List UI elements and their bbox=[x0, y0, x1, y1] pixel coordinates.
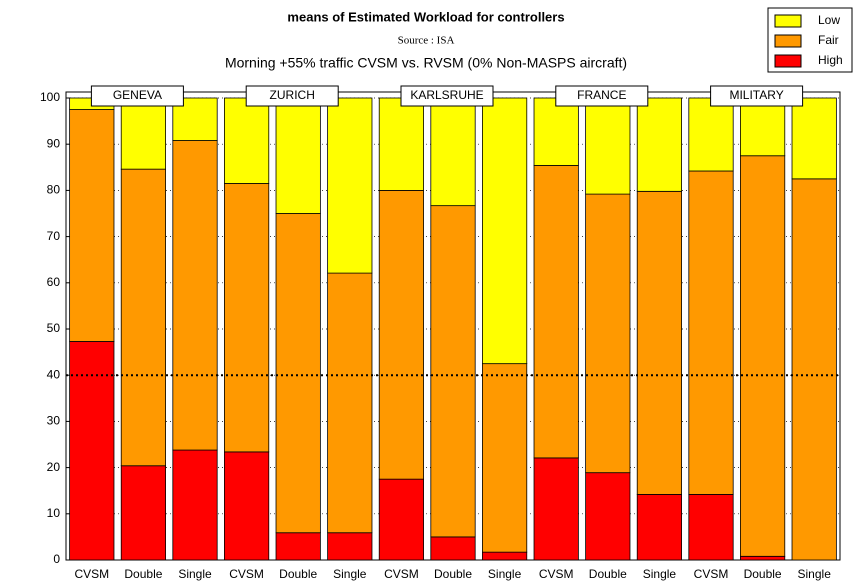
bar-segment bbox=[533, 97, 579, 166]
group-label: FRANCE bbox=[577, 88, 626, 102]
legend-swatch bbox=[774, 54, 802, 68]
legend-label: Fair bbox=[818, 33, 839, 47]
bar-segment bbox=[791, 178, 837, 561]
x-tick-label: Single bbox=[178, 567, 212, 581]
bar-segment bbox=[533, 165, 579, 459]
chart-title: means of Estimated Workload for controll… bbox=[287, 9, 564, 24]
y-tick-label: 30 bbox=[47, 414, 61, 428]
group-label-box bbox=[400, 85, 494, 107]
bar-segment bbox=[172, 449, 218, 561]
group-label-box bbox=[710, 85, 804, 107]
x-tick-label: Double bbox=[124, 567, 162, 581]
x-tick-label: Single bbox=[333, 567, 367, 581]
bar-segment bbox=[224, 97, 270, 184]
legend-label: High bbox=[818, 53, 843, 67]
subtitle: Source : ISA bbox=[398, 35, 455, 47]
x-tick-label: Single bbox=[643, 567, 677, 581]
bar-segment bbox=[688, 97, 734, 172]
bar-segment bbox=[482, 97, 528, 365]
description: Morning +55% traffic CVSM vs. RVSM (0% N… bbox=[225, 55, 627, 71]
legend-swatch bbox=[774, 34, 802, 48]
x-tick-label: Double bbox=[744, 567, 782, 581]
x-tick-label: Double bbox=[434, 567, 472, 581]
bar-segment bbox=[482, 551, 528, 561]
bar-segment bbox=[430, 536, 476, 561]
group-label: KARLSRUHE bbox=[410, 88, 483, 102]
x-tick-label: Double bbox=[589, 567, 627, 581]
bar-segment bbox=[275, 213, 321, 534]
bar-segment bbox=[636, 493, 682, 561]
bar-segment bbox=[740, 155, 786, 557]
bar-segment bbox=[327, 97, 373, 274]
x-tick-label: CVSM bbox=[694, 567, 729, 581]
bar-segment bbox=[378, 478, 424, 561]
y-tick-label: 0 bbox=[53, 552, 60, 566]
x-tick-label: Single bbox=[798, 567, 832, 581]
bar-segment bbox=[430, 97, 476, 207]
bar-segment bbox=[585, 97, 631, 195]
group-label-box bbox=[245, 85, 339, 107]
y-tick-label: 50 bbox=[47, 321, 61, 335]
bar-segment bbox=[585, 472, 631, 561]
bar-segment bbox=[378, 189, 424, 480]
bar-segment bbox=[688, 170, 734, 495]
bar-segment bbox=[275, 532, 321, 561]
x-tick-label: CVSM bbox=[384, 567, 419, 581]
bar-segment bbox=[120, 168, 166, 467]
bar-segment bbox=[327, 272, 373, 534]
bar-segment bbox=[740, 555, 786, 561]
bar-segment bbox=[688, 493, 734, 561]
y-tick-label: 70 bbox=[47, 229, 61, 243]
group-label-box bbox=[90, 85, 184, 107]
x-tick-label: Double bbox=[279, 567, 317, 581]
bar-segment bbox=[172, 140, 218, 451]
bar-segment bbox=[69, 341, 115, 561]
bar-segment bbox=[636, 190, 682, 495]
y-tick-label: 20 bbox=[47, 460, 61, 474]
bar-segment bbox=[430, 205, 476, 538]
x-tick-label: CVSM bbox=[74, 567, 109, 581]
x-tick-label: CVSM bbox=[539, 567, 574, 581]
bar-segment bbox=[585, 193, 631, 474]
y-tick-label: 10 bbox=[47, 506, 61, 520]
legend-label: Low bbox=[818, 13, 840, 27]
bar-segment bbox=[120, 465, 166, 561]
bar-segment bbox=[224, 451, 270, 561]
bar-segment bbox=[327, 532, 373, 561]
group-label-box bbox=[555, 85, 649, 107]
bar-segment bbox=[482, 363, 528, 553]
bar-segment bbox=[740, 97, 786, 157]
legend-swatch bbox=[774, 14, 802, 28]
group-label: GENEVA bbox=[113, 88, 162, 102]
bar-segment bbox=[224, 183, 270, 453]
y-tick-label: 40 bbox=[47, 367, 61, 381]
bar-segment bbox=[378, 97, 424, 191]
y-tick-label: 100 bbox=[40, 90, 60, 104]
y-tick-label: 80 bbox=[47, 183, 61, 197]
bar-segment bbox=[533, 457, 579, 561]
bar-segment bbox=[120, 97, 166, 170]
group-label: ZURICH bbox=[270, 88, 315, 102]
y-tick-label: 60 bbox=[47, 275, 61, 289]
bar-segment bbox=[636, 97, 682, 192]
group-label: MILITARY bbox=[729, 88, 783, 102]
x-tick-label: CVSM bbox=[229, 567, 264, 581]
y-tick-label: 90 bbox=[47, 136, 61, 150]
x-tick-label: Single bbox=[488, 567, 522, 581]
bar-segment bbox=[791, 97, 837, 180]
bar-segment bbox=[69, 109, 115, 342]
bar-segment bbox=[275, 97, 321, 214]
